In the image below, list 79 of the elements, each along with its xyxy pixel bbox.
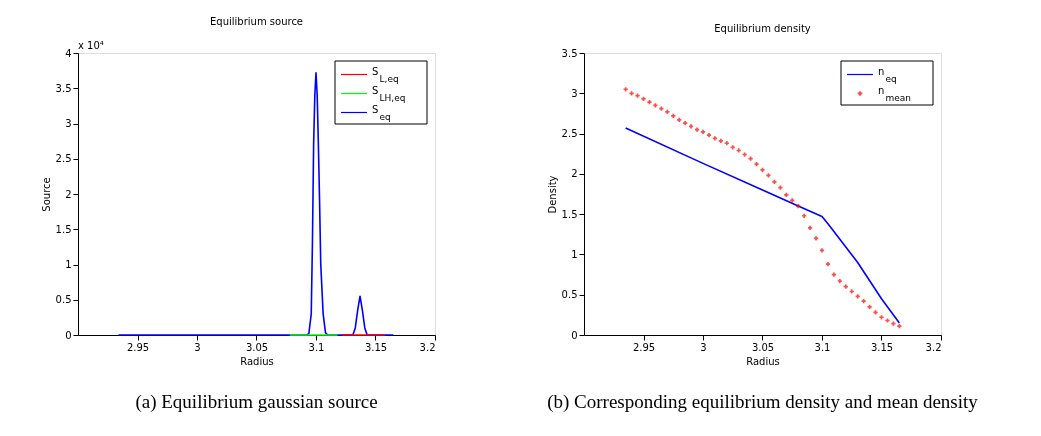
x-tick-label: 3	[700, 341, 707, 353]
y-tick-label: 1.5	[561, 208, 578, 220]
x-tick-label: 3.15	[870, 341, 894, 353]
y-tick-label: 3	[65, 118, 72, 129]
point	[837, 278, 842, 284]
x-tick-label: 3	[194, 341, 201, 353]
point	[736, 148, 741, 153]
legend-label: SL,eq	[372, 65, 399, 84]
chart-title: Equilibrium density	[714, 23, 811, 34]
point	[760, 167, 765, 172]
point	[694, 127, 700, 132]
point	[730, 145, 735, 150]
point	[819, 248, 825, 253]
x-tick-label: 3.05	[751, 341, 775, 353]
point	[790, 198, 795, 203]
y-tick-label: 2	[65, 188, 72, 200]
x-tick-label: 3.2	[419, 341, 436, 353]
y-tick-label: 0.5	[55, 294, 72, 306]
point	[641, 96, 646, 102]
point	[647, 100, 652, 105]
point	[635, 93, 640, 98]
chart-title: Equilibrium source	[209, 16, 304, 27]
y-tick-label: 1	[65, 259, 72, 270]
y-tick-label: 1	[571, 248, 578, 260]
y-tick-label: 0.5	[561, 289, 578, 301]
point	[677, 117, 682, 122]
point	[784, 192, 789, 197]
point	[706, 133, 712, 138]
point	[718, 138, 723, 143]
text: x 10⁴	[78, 40, 104, 51]
point	[849, 289, 854, 294]
point	[807, 225, 813, 230]
y-axis-title: Density	[546, 175, 558, 214]
legend-label: nmean	[878, 84, 912, 103]
text: (b) Corresponding equilibrium density and mean density	[547, 391, 979, 413]
x-tick-label: 3.15	[364, 341, 388, 353]
x-tick-label: 2.95	[126, 341, 150, 353]
y-tick-label: 0	[65, 329, 72, 341]
legend-label: Seq	[372, 103, 391, 122]
point	[802, 213, 807, 218]
point	[772, 179, 777, 185]
x-tick-label: 3.2	[925, 341, 942, 353]
legend-label: SLH,eq	[372, 84, 406, 103]
point	[813, 236, 819, 241]
y-tick-label: 1.5	[55, 223, 72, 235]
y-tick-label: 2	[571, 168, 578, 180]
y-tick-label: 4	[65, 47, 72, 59]
point	[855, 294, 860, 299]
y-tick-label: 3	[571, 87, 578, 99]
y-tick-label: 3.5	[561, 47, 578, 59]
point	[831, 272, 837, 277]
point	[879, 315, 884, 320]
legend-label: neq	[878, 65, 897, 84]
point	[629, 91, 634, 96]
point	[867, 304, 872, 309]
x-axis-title: Radius	[240, 355, 274, 367]
x-tick-label: 3.1	[814, 341, 831, 353]
y-tick-label: 3.5	[55, 82, 72, 94]
point	[665, 109, 670, 114]
text: (a) Equilibrium gaussian source	[135, 391, 378, 413]
point	[796, 203, 801, 209]
point	[825, 261, 831, 267]
point	[671, 113, 676, 118]
point	[712, 136, 718, 141]
y-tick-label: 2.5	[55, 153, 72, 165]
point	[891, 321, 896, 326]
point	[683, 120, 688, 126]
x-tick-label: 3.1	[308, 341, 325, 353]
y-tick-label: 2.5	[561, 128, 578, 140]
x-axis-title: Radius	[746, 355, 780, 367]
y-axis-title: Source	[40, 177, 52, 212]
point	[688, 124, 694, 129]
point	[700, 129, 706, 135]
x-tick-label: 2.95	[632, 341, 656, 353]
point	[843, 284, 848, 289]
point	[724, 141, 729, 146]
point	[754, 162, 759, 167]
x-tick-label: 3.05	[245, 341, 269, 353]
y-tick-label: 0	[571, 329, 578, 341]
